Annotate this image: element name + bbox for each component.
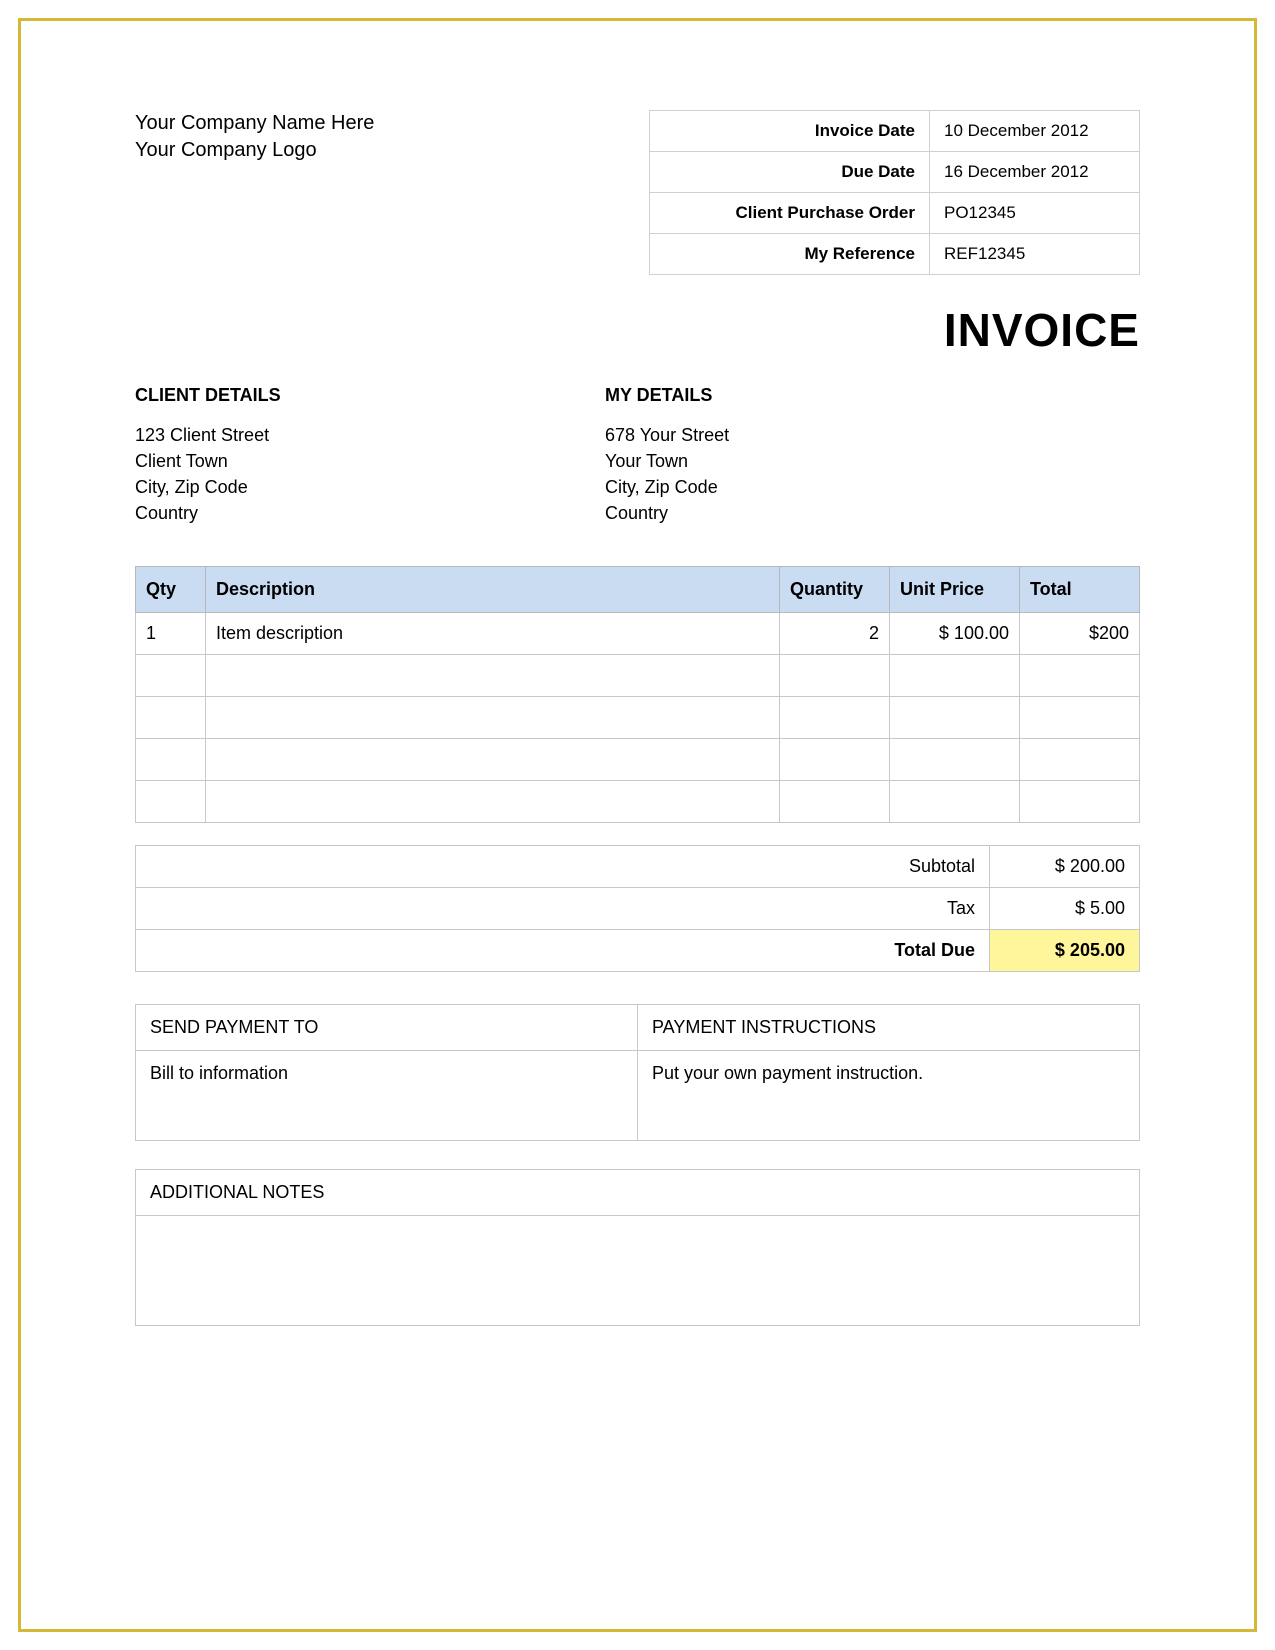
item-total — [1020, 739, 1140, 781]
meta-row-client-po: Client Purchase Order PO12345 — [650, 193, 1140, 234]
items-header-row: Qty Description Quantity Unit Price Tota… — [136, 567, 1140, 613]
item-row — [136, 739, 1140, 781]
my-town: Your Town — [605, 448, 1015, 474]
meta-label: Due Date — [650, 152, 930, 193]
item-total — [1020, 655, 1140, 697]
invoice-content: Your Company Name Here Your Company Logo… — [135, 110, 1140, 1326]
item-qty — [136, 655, 206, 697]
client-details: CLIENT DETAILS 123 Client Street Client … — [135, 385, 545, 526]
item-qty — [136, 739, 206, 781]
meta-value: 16 December 2012 — [930, 152, 1140, 193]
col-description-header: Description — [206, 567, 780, 613]
header-row: Your Company Name Here Your Company Logo… — [135, 110, 1140, 275]
meta-value: 10 December 2012 — [930, 111, 1140, 152]
item-row: 1 Item description 2 $ 100.00 $200 — [136, 613, 1140, 655]
totals-table: Subtotal $ 200.00 Tax $ 5.00 Total Due $… — [135, 845, 1140, 972]
subtotal-label: Subtotal — [136, 846, 990, 888]
payment-body-row: Bill to information Put your own payment… — [136, 1051, 1140, 1141]
meta-value: REF12345 — [930, 234, 1140, 275]
client-street: 123 Client Street — [135, 422, 545, 448]
item-description — [206, 781, 780, 823]
total-due-label: Total Due — [136, 930, 990, 972]
send-payment-body: Bill to information — [136, 1051, 638, 1141]
subtotal-row: Subtotal $ 200.00 — [136, 846, 1140, 888]
item-description: Item description — [206, 613, 780, 655]
tax-row: Tax $ 5.00 — [136, 888, 1140, 930]
item-total: $200 — [1020, 613, 1140, 655]
tax-value: $ 5.00 — [990, 888, 1140, 930]
item-row — [136, 655, 1140, 697]
meta-row-due-date: Due Date 16 December 2012 — [650, 152, 1140, 193]
item-quantity — [780, 739, 890, 781]
notes-table: ADDITIONAL NOTES — [135, 1169, 1140, 1326]
item-total — [1020, 781, 1140, 823]
meta-label: My Reference — [650, 234, 930, 275]
item-row — [136, 781, 1140, 823]
item-unit-price — [890, 655, 1020, 697]
item-row — [136, 697, 1140, 739]
meta-row-invoice-date: Invoice Date 10 December 2012 — [650, 111, 1140, 152]
tax-label: Tax — [136, 888, 990, 930]
total-due-value: $ 205.00 — [990, 930, 1140, 972]
item-quantity — [780, 781, 890, 823]
col-unit-price-header: Unit Price — [890, 567, 1020, 613]
my-city-zip: City, Zip Code — [605, 474, 1015, 500]
client-country: Country — [135, 500, 545, 526]
invoice-title: INVOICE — [135, 303, 1140, 357]
company-logo-placeholder: Your Company Logo — [135, 137, 374, 164]
client-details-heading: CLIENT DETAILS — [135, 385, 545, 406]
item-description — [206, 655, 780, 697]
payment-table: SEND PAYMENT TO PAYMENT INSTRUCTIONS Bil… — [135, 1004, 1140, 1141]
invoice-meta-table: Invoice Date 10 December 2012 Due Date 1… — [649, 110, 1140, 275]
notes-body — [136, 1216, 1140, 1326]
meta-row-my-reference: My Reference REF12345 — [650, 234, 1140, 275]
payment-instructions-heading: PAYMENT INSTRUCTIONS — [638, 1005, 1140, 1051]
client-city-zip: City, Zip Code — [135, 474, 545, 500]
item-quantity: 2 — [780, 613, 890, 655]
client-town: Client Town — [135, 448, 545, 474]
notes-heading-row: ADDITIONAL NOTES — [136, 1170, 1140, 1216]
client-details-body: 123 Client Street Client Town City, Zip … — [135, 422, 545, 526]
item-total — [1020, 697, 1140, 739]
payment-instructions-body: Put your own payment instruction. — [638, 1051, 1140, 1141]
col-qty-header: Qty — [136, 567, 206, 613]
subtotal-value: $ 200.00 — [990, 846, 1140, 888]
item-quantity — [780, 697, 890, 739]
payment-heading-row: SEND PAYMENT TO PAYMENT INSTRUCTIONS — [136, 1005, 1140, 1051]
my-country: Country — [605, 500, 1015, 526]
item-unit-price — [890, 739, 1020, 781]
item-description — [206, 739, 780, 781]
total-due-row: Total Due $ 205.00 — [136, 930, 1140, 972]
meta-label: Invoice Date — [650, 111, 930, 152]
item-unit-price: $ 100.00 — [890, 613, 1020, 655]
item-description — [206, 697, 780, 739]
notes-heading: ADDITIONAL NOTES — [136, 1170, 1140, 1216]
item-quantity — [780, 655, 890, 697]
my-street: 678 Your Street — [605, 422, 1015, 448]
item-qty — [136, 697, 206, 739]
items-table: Qty Description Quantity Unit Price Tota… — [135, 566, 1140, 823]
item-qty — [136, 781, 206, 823]
col-quantity-header: Quantity — [780, 567, 890, 613]
details-row: CLIENT DETAILS 123 Client Street Client … — [135, 385, 1140, 526]
send-payment-heading: SEND PAYMENT TO — [136, 1005, 638, 1051]
meta-value: PO12345 — [930, 193, 1140, 234]
my-details: MY DETAILS 678 Your Street Your Town Cit… — [605, 385, 1015, 526]
item-qty: 1 — [136, 613, 206, 655]
meta-label: Client Purchase Order — [650, 193, 930, 234]
notes-body-row — [136, 1216, 1140, 1326]
col-total-header: Total — [1020, 567, 1140, 613]
item-unit-price — [890, 697, 1020, 739]
company-block: Your Company Name Here Your Company Logo — [135, 110, 374, 164]
item-unit-price — [890, 781, 1020, 823]
company-name: Your Company Name Here — [135, 110, 374, 137]
my-details-heading: MY DETAILS — [605, 385, 1015, 406]
my-details-body: 678 Your Street Your Town City, Zip Code… — [605, 422, 1015, 526]
